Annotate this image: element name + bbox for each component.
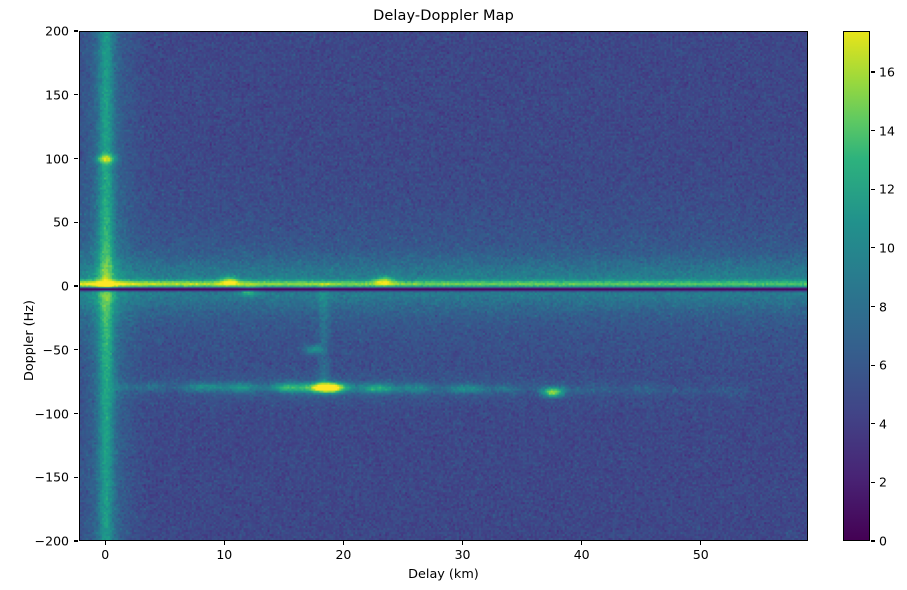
y-axis-tick-label: −200 <box>34 533 69 549</box>
x-axis-tick-label: 20 <box>335 547 352 562</box>
colorbar-tick-label: 16 <box>879 64 895 80</box>
y-axis-tick-label: 50 <box>53 214 69 230</box>
x-axis-tick <box>581 541 583 545</box>
x-axis-tick <box>700 541 702 545</box>
colorbar-tick-label: 4 <box>879 416 887 432</box>
y-axis-tick-label: 0 <box>61 278 69 294</box>
colorbar-tick <box>871 364 875 366</box>
x-axis-tick <box>223 541 225 545</box>
colorbar-gradient <box>844 32 869 540</box>
colorbar-tick <box>871 71 875 73</box>
colorbar-tick <box>871 305 875 308</box>
colorbar-tick <box>871 540 875 542</box>
colorbar <box>843 31 870 541</box>
y-axis-tick <box>74 540 78 542</box>
x-axis-tick <box>461 541 464 545</box>
x-axis-tick-label: 10 <box>216 547 233 562</box>
x-axis-tick-label: 50 <box>692 547 709 562</box>
colorbar-tick-label: 6 <box>879 357 887 373</box>
colorbar-tick <box>871 247 875 249</box>
y-axis-label: Doppler (Hz) <box>22 299 37 381</box>
x-axis-tick <box>342 541 345 545</box>
y-axis-tick <box>74 30 78 32</box>
y-axis-tick <box>74 285 78 287</box>
x-axis-label: Delay (km) <box>408 567 479 582</box>
colorbar-tick <box>871 130 875 132</box>
delay-doppler-heatmap <box>79 31 808 541</box>
x-axis-tick-label: 30 <box>454 547 471 562</box>
colorbar-tick-label: 0 <box>879 533 887 549</box>
colorbar-tick-label: 12 <box>879 181 895 197</box>
y-axis-tick-label: −150 <box>34 469 69 485</box>
y-axis-tick-label: 200 <box>45 23 69 39</box>
chart-title: Delay-Doppler Map <box>373 8 514 24</box>
y-axis-tick-label: 100 <box>45 151 69 166</box>
y-axis-tick <box>74 349 78 351</box>
y-axis-tick <box>74 94 78 96</box>
x-axis-tick-label: 40 <box>573 547 590 562</box>
colorbar-tick <box>871 423 875 425</box>
colorbar-tick <box>871 188 875 190</box>
colorbar-tick-label: 10 <box>879 240 895 256</box>
heatmap-image <box>80 32 807 540</box>
y-axis-tick <box>74 221 78 223</box>
y-axis-tick-label: −50 <box>42 342 69 358</box>
y-axis-tick <box>74 157 78 160</box>
x-axis-tick-label: 0 <box>101 547 110 562</box>
y-axis-tick-label: 150 <box>45 87 69 103</box>
colorbar-tick-label: 2 <box>879 474 887 490</box>
colorbar-tick-label: 8 <box>879 299 887 315</box>
colorbar-tick <box>871 481 875 483</box>
x-axis-tick <box>104 541 106 545</box>
colorbar-tick-label: 14 <box>879 123 895 139</box>
y-axis-tick <box>74 412 78 415</box>
y-axis-tick <box>74 476 78 478</box>
y-axis-tick-label: −100 <box>34 406 69 421</box>
